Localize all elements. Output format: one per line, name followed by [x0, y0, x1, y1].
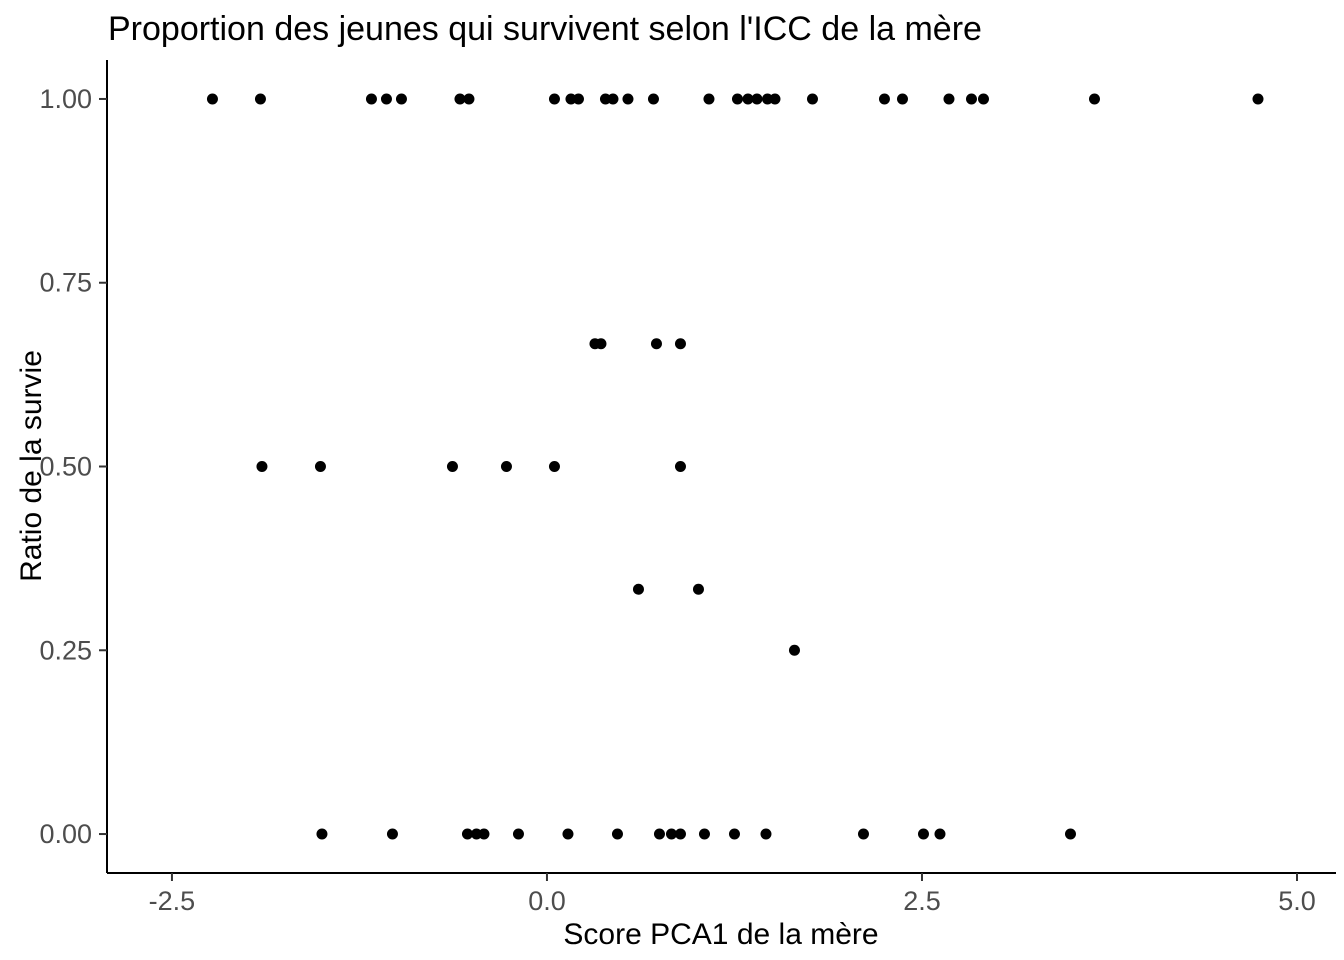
data-point: [742, 93, 754, 105]
data-point: [611, 828, 623, 840]
y-tick-label: 0.25: [39, 635, 92, 665]
data-point: [622, 93, 634, 105]
data-point: [703, 93, 715, 105]
data-point: [751, 93, 763, 105]
chart-title: Proportion des jeunes qui survivent selo…: [108, 10, 982, 48]
data-point: [365, 93, 377, 105]
y-tick-label: 1.00: [39, 84, 92, 114]
data-point: [316, 828, 328, 840]
data-point: [607, 93, 619, 105]
data-point: [674, 461, 686, 472]
data-point: [674, 828, 686, 840]
data-point: [1252, 93, 1264, 105]
data-point: [653, 828, 665, 840]
data-point: [698, 828, 710, 840]
x-axis-title: Score PCA1 de la mère: [563, 918, 879, 951]
data-point: [1064, 828, 1076, 840]
y-tick-label: 0.75: [39, 268, 92, 298]
data-point: [674, 338, 686, 350]
data-point: [665, 828, 677, 840]
data-point: [965, 93, 977, 105]
data-point: [512, 828, 524, 840]
data-point: [500, 461, 512, 472]
data-point: [896, 93, 908, 105]
data-point: [692, 583, 704, 595]
data-point: [454, 93, 466, 105]
data-point: [934, 828, 946, 840]
y-tick-label: 0.00: [39, 819, 92, 849]
data-point: [478, 828, 490, 840]
data-point: [380, 93, 392, 105]
data-point: [386, 828, 398, 840]
data-point: [647, 93, 659, 105]
y-tick-label: 0.50: [39, 452, 92, 482]
data-point: [572, 93, 584, 105]
data-point: [917, 828, 929, 840]
data-point: [977, 93, 989, 105]
data-point: [760, 828, 772, 840]
data-point: [595, 338, 607, 350]
x-tick-label: 0.0: [528, 886, 566, 916]
data-point: [206, 93, 218, 105]
data-point: [254, 93, 266, 105]
data-point: [314, 461, 326, 472]
data-point: [857, 828, 869, 840]
data-point: [562, 828, 574, 840]
data-point: [395, 93, 407, 105]
data-point: [878, 93, 890, 105]
data-point: [788, 644, 800, 656]
data-point: [806, 93, 818, 105]
data-point: [446, 461, 458, 472]
x-tick-label: 2.5: [903, 886, 941, 916]
data-point: [943, 93, 955, 105]
data-point: [650, 338, 662, 350]
data-point: [256, 461, 268, 472]
data-point: [548, 461, 560, 472]
data-point: [728, 828, 740, 840]
data-point: [1088, 93, 1100, 105]
data-point: [731, 93, 743, 105]
x-tick-label: -2.5: [149, 886, 196, 916]
data-point: [769, 93, 781, 105]
data-point: [632, 583, 644, 595]
data-point: [463, 93, 475, 105]
data-point: [548, 93, 560, 105]
y-axis-title: Ratio de la survie: [15, 350, 48, 582]
data-point: [461, 828, 473, 840]
x-tick-label: 5.0: [1278, 886, 1316, 916]
